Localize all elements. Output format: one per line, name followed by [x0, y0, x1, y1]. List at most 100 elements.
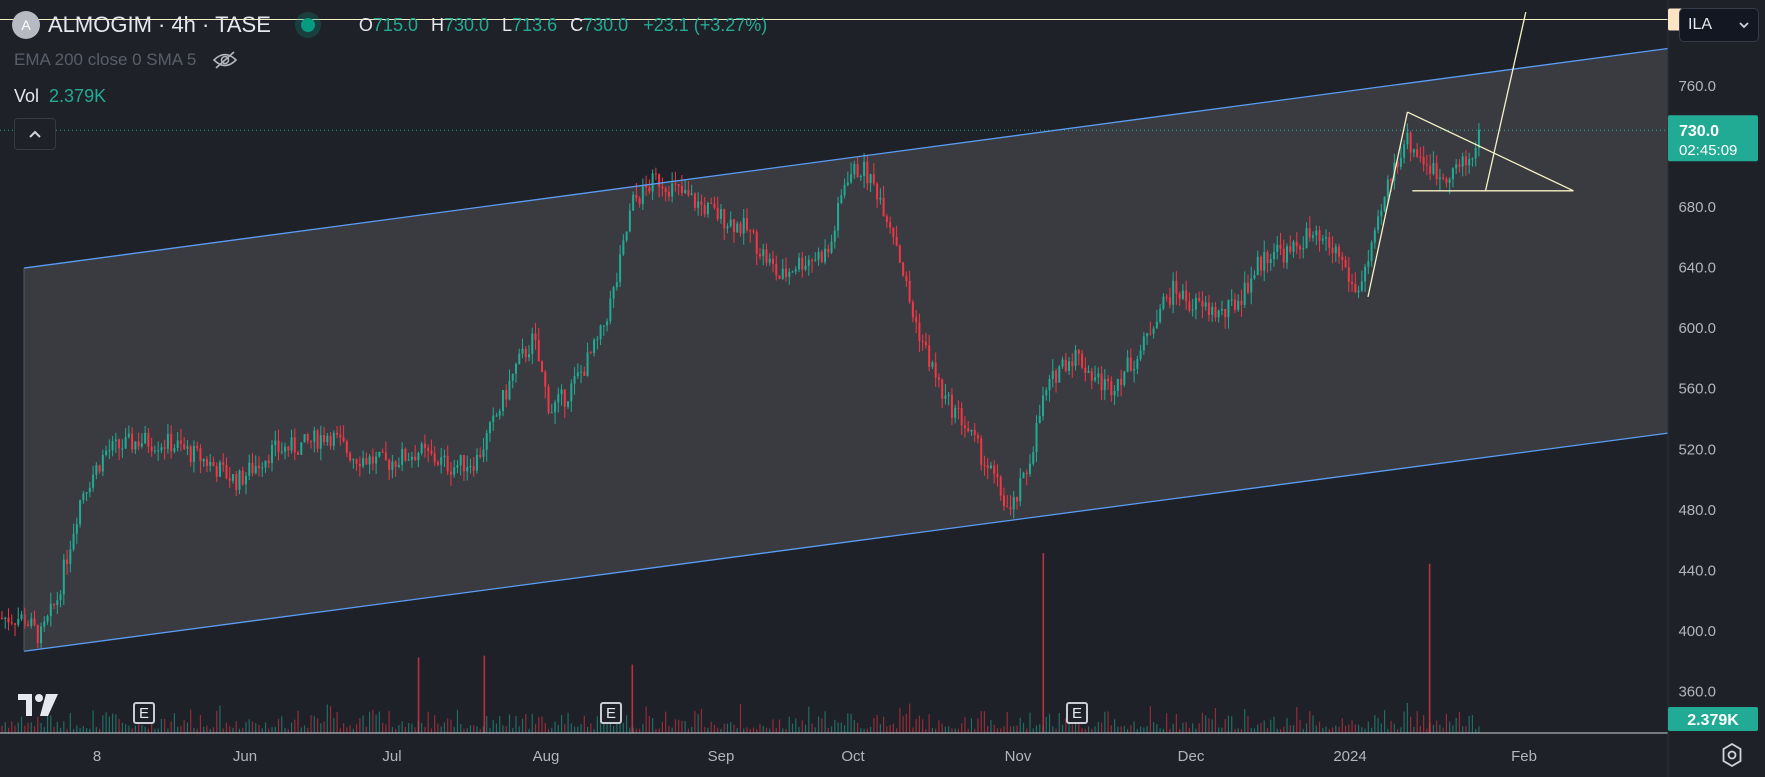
price-axis-tick-label: 600.0 — [1678, 320, 1716, 337]
candle-body — [882, 197, 885, 217]
volume-bar — [427, 711, 429, 733]
candle-body — [1126, 357, 1129, 372]
volume-bar — [544, 723, 546, 733]
volume-bar — [1475, 728, 1477, 733]
candle-body — [645, 184, 648, 188]
volume-bar — [1087, 726, 1090, 733]
candle-body — [1074, 350, 1077, 366]
candle-body — [235, 474, 238, 491]
volume-bar — [1182, 722, 1184, 733]
candle-body — [170, 433, 173, 452]
price-axis-tick-label: 640.0 — [1678, 260, 1716, 277]
volume-spike-bar — [1042, 553, 1045, 733]
candle-body — [1045, 390, 1048, 396]
volume-bar — [619, 723, 621, 733]
volume-bar — [180, 725, 182, 733]
volume-bar — [560, 715, 563, 733]
target-projection-line — [1484, 11, 1527, 191]
earnings-event-marker[interactable]: E — [600, 702, 622, 724]
volume-bar — [739, 703, 742, 733]
candle-body — [82, 493, 85, 501]
volume-bar — [1260, 722, 1262, 733]
candle-body — [1201, 300, 1204, 307]
volume-bar — [723, 723, 725, 733]
volume-bar — [92, 710, 94, 733]
candle-body — [654, 173, 657, 175]
candle-body — [775, 264, 778, 276]
candle-body — [397, 464, 400, 467]
candle-body — [14, 623, 17, 625]
candle-body — [827, 248, 830, 253]
volume-bar — [144, 726, 146, 733]
settings-gear-icon[interactable] — [1719, 742, 1745, 768]
volume-legend[interactable]: Vol 2.379K — [14, 86, 106, 107]
volume-bar — [804, 724, 807, 733]
volume-bar — [385, 724, 387, 733]
volume-bar — [466, 728, 468, 733]
volume-bar — [82, 725, 84, 733]
candle-body — [934, 362, 937, 378]
candle-body — [443, 455, 446, 458]
volume-bar — [346, 727, 348, 733]
volume-bar — [1045, 716, 1047, 733]
volume-bar — [245, 722, 247, 733]
volume-bar — [541, 716, 543, 733]
price-axis-tick-label: 520.0 — [1678, 441, 1716, 458]
volume-bar — [1462, 726, 1464, 733]
time-axis-tick-label: Jul — [382, 748, 401, 765]
volume-bar — [476, 726, 478, 733]
candle-body — [693, 193, 696, 208]
candle-body — [781, 268, 784, 279]
collapse-legend-button[interactable] — [14, 118, 56, 150]
earnings-event-marker[interactable]: E — [133, 702, 155, 724]
volume-bar — [1172, 723, 1174, 733]
candle-body — [306, 434, 309, 441]
volume-bar — [1296, 707, 1298, 733]
candle-body — [131, 433, 134, 450]
candle-body — [251, 462, 254, 474]
symbol-title[interactable]: ALMOGIM · 4h · TASE — [48, 12, 271, 37]
tradingview-logo[interactable] — [18, 692, 60, 725]
volume-bar — [1055, 728, 1057, 733]
candle-body — [160, 447, 163, 451]
ema-indicator-legend[interactable]: EMA 200 close 0 SMA 5 — [14, 50, 238, 70]
candle-body — [684, 190, 687, 194]
volume-bar — [1442, 727, 1444, 733]
candle-body — [664, 188, 667, 192]
volume-bar — [297, 710, 299, 733]
candle-body — [1390, 179, 1393, 181]
volume-bar — [1393, 723, 1395, 733]
candle-body — [271, 444, 274, 463]
candle-body — [293, 437, 296, 453]
volume-bar — [987, 725, 989, 733]
candle-body — [537, 339, 540, 362]
candle-body — [1061, 359, 1064, 367]
volume-bar — [655, 728, 657, 733]
volume-bar — [521, 718, 524, 733]
currency-selector[interactable]: ILA — [1679, 8, 1759, 42]
candle-body — [612, 287, 615, 299]
candle-body — [902, 262, 905, 276]
candle-body — [4, 617, 7, 619]
flagpole-line — [1367, 111, 1409, 297]
hidden-eye-icon[interactable] — [212, 50, 238, 70]
volume-spike-bar — [483, 655, 486, 733]
earnings-event-marker[interactable]: E — [1066, 702, 1088, 724]
volume-bar — [372, 709, 374, 733]
volume-bar — [20, 716, 23, 733]
volume-bar — [125, 724, 127, 733]
candle-body — [436, 462, 439, 465]
candle-body — [749, 230, 752, 232]
volume-bar — [564, 723, 566, 733]
candle-body — [1477, 129, 1480, 149]
candle-body — [635, 194, 638, 199]
volume-bar — [1107, 711, 1109, 733]
candle-body — [1077, 350, 1080, 354]
candle-body — [570, 383, 573, 402]
candle-body — [192, 445, 195, 462]
candle-body — [238, 470, 241, 491]
volume-bar — [1130, 725, 1132, 733]
volume-bar — [1364, 728, 1366, 733]
volume-bar — [730, 722, 732, 733]
